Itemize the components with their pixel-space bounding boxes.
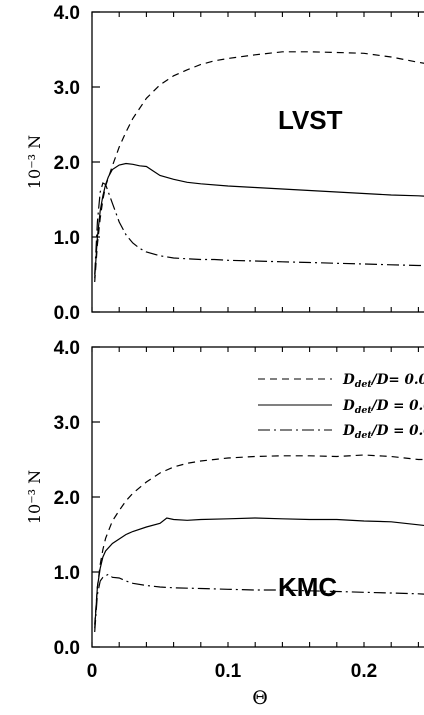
legend-label-0-main: D bbox=[342, 372, 355, 388]
y-axis-title-kmc: 10⁻³ N bbox=[25, 470, 44, 524]
x-tick-label-kmc-2: 0.2 bbox=[351, 661, 377, 682]
y-axis-title-lvst: 10⁻³ N bbox=[25, 135, 44, 189]
legend-label-0: Ddet/D= 0.0001 bbox=[342, 372, 424, 390]
legend-label-2-sub: det bbox=[355, 430, 373, 441]
legend-label-1-rest: /D = 0.001 bbox=[370, 398, 424, 414]
legend-label-1: Ddet/D = 0.001 bbox=[342, 398, 424, 416]
panel-kmc: 0.0 1.0 2.0 3.0 4.0 0 0.1 0.2 10⁻³ N KMC Θ Dde… bbox=[25, 338, 424, 709]
legend-label-2: Ddet/D = 0.01 bbox=[342, 423, 424, 441]
y-tick-label-kmc-3: 3.0 bbox=[54, 413, 80, 434]
legend-label-1-sub: det bbox=[355, 405, 373, 416]
y-tick-label-kmc-2: 2.0 bbox=[54, 488, 80, 509]
legend-label-2-main: D bbox=[342, 423, 355, 439]
series-line-kmc-dashdot bbox=[94, 573, 424, 633]
y-tick-label-lvst-1: 1.0 bbox=[54, 228, 80, 249]
y-tick-label-kmc-4: 4.0 bbox=[54, 338, 80, 359]
x-axis-title: Θ bbox=[252, 687, 268, 709]
panel-lvst: 0.0 1.0 2.0 3.0 4.0 10⁻³ N LVST bbox=[25, 3, 424, 324]
plot-frame-lvst bbox=[91, 11, 424, 313]
y-ticks-lvst: 0.0 1.0 2.0 3.0 4.0 bbox=[54, 3, 100, 324]
legend-label-2-rest: /D = 0.01 bbox=[370, 423, 424, 439]
y-tick-label-kmc-0: 0.0 bbox=[54, 638, 80, 659]
series-line-kmc-solid bbox=[94, 517, 424, 629]
y-tick-label-lvst-2: 2.0 bbox=[54, 153, 80, 174]
y-tick-label-lvst-4: 4.0 bbox=[54, 3, 80, 24]
series-line-kmc-dashed bbox=[94, 454, 424, 625]
series-lines-lvst bbox=[94, 51, 424, 283]
legend-label-0-rest: /D= 0.0001 bbox=[370, 372, 424, 388]
legend-label-0-sub: det bbox=[355, 379, 373, 390]
legend-label-1-main: D bbox=[342, 398, 355, 414]
panel-label-kmc: KMC bbox=[278, 572, 337, 602]
panel-label-lvst: LVST bbox=[278, 105, 343, 135]
x-ticks-lvst bbox=[91, 12, 419, 312]
series-line-lvst-dashdot bbox=[94, 182, 424, 275]
x-ticks-kmc: 0 0.1 0.2 bbox=[87, 347, 419, 682]
legend: Ddet/D= 0.0001 Ddet/D = 0.001 Ddet/D = 0… bbox=[258, 372, 424, 441]
y-tick-label-lvst-3: 3.0 bbox=[54, 78, 80, 99]
series-lines-kmc bbox=[94, 454, 424, 633]
series-line-lvst-solid bbox=[94, 162, 424, 279]
x-tick-label-kmc-0: 0 bbox=[87, 661, 98, 682]
y-tick-label-kmc-1: 1.0 bbox=[54, 563, 80, 584]
x-tick-label-kmc-1: 0.1 bbox=[215, 661, 242, 682]
y-tick-label-lvst-0: 0.0 bbox=[54, 303, 80, 324]
series-line-lvst-dashed bbox=[94, 51, 424, 283]
plot-frame-kmc bbox=[91, 346, 424, 648]
y-ticks-kmc: 0.0 1.0 2.0 3.0 4.0 bbox=[54, 338, 100, 659]
